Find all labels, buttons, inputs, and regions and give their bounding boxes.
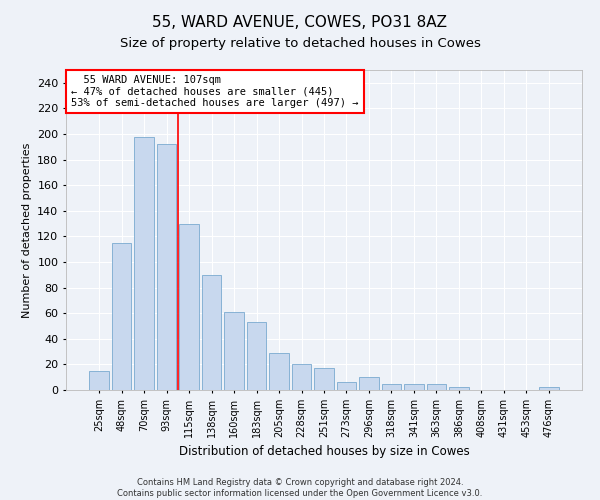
Bar <box>404 384 424 390</box>
Bar <box>247 322 266 390</box>
Y-axis label: Number of detached properties: Number of detached properties <box>22 142 32 318</box>
Bar <box>337 382 356 390</box>
Bar <box>449 388 469 390</box>
Bar <box>427 384 446 390</box>
Bar <box>224 312 244 390</box>
Bar <box>134 136 154 390</box>
X-axis label: Distribution of detached houses by size in Cowes: Distribution of detached houses by size … <box>179 446 469 458</box>
Bar <box>539 388 559 390</box>
Bar <box>382 384 401 390</box>
Text: Contains HM Land Registry data © Crown copyright and database right 2024.
Contai: Contains HM Land Registry data © Crown c… <box>118 478 482 498</box>
Bar <box>314 368 334 390</box>
Text: Size of property relative to detached houses in Cowes: Size of property relative to detached ho… <box>119 38 481 51</box>
Text: 55, WARD AVENUE, COWES, PO31 8AZ: 55, WARD AVENUE, COWES, PO31 8AZ <box>152 15 448 30</box>
Bar <box>179 224 199 390</box>
Bar <box>202 275 221 390</box>
Bar <box>359 377 379 390</box>
Bar <box>292 364 311 390</box>
Bar <box>112 243 131 390</box>
Bar <box>157 144 176 390</box>
Bar <box>269 353 289 390</box>
Bar <box>89 371 109 390</box>
Text: 55 WARD AVENUE: 107sqm
← 47% of detached houses are smaller (445)
53% of semi-de: 55 WARD AVENUE: 107sqm ← 47% of detached… <box>71 75 359 108</box>
